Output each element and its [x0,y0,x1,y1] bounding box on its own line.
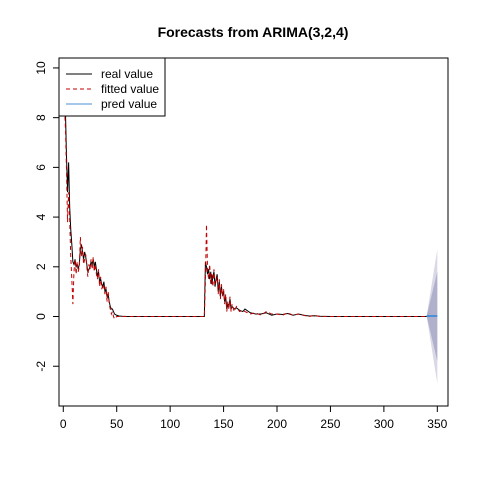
y-tick-label: 8 [34,114,48,121]
series-group [63,87,427,320]
series-line-fitted-value [63,102,427,320]
legend-label: pred value [101,97,157,111]
y-axis: -2 0 2 4 6 8 10 [34,61,60,372]
x-tick-label: 100 [160,417,180,431]
x-tick-label: 200 [267,417,287,431]
y-tick-label: 2 [34,263,48,270]
x-tick-label: 350 [427,417,447,431]
y-tick-label: -2 [34,361,48,372]
legend-label: fitted value [101,82,159,96]
x-tick-label: 0 [60,417,67,431]
x-axis: 0 50 100 150 200 250 300 350 [60,405,448,431]
y-tick-label: 0 [34,313,48,320]
x-tick-label: 300 [374,417,394,431]
x-tick-label: 50 [110,417,124,431]
y-tick-label: 6 [34,164,48,171]
y-tick-label: 10 [34,61,48,75]
legend-box [58,57,166,117]
legend-label: real value [101,67,153,81]
x-tick-label: 250 [320,417,340,431]
chart-title: Forecasts from ARIMA(3,2,4) [158,24,349,40]
series-line-real-value [63,87,427,318]
x-tick-label: 150 [214,417,234,431]
y-tick-label: 4 [34,213,48,220]
